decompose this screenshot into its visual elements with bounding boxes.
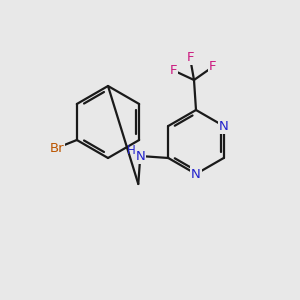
Text: N: N [135, 149, 145, 163]
Text: Br: Br [50, 142, 64, 154]
Text: F: F [169, 64, 177, 77]
Text: H: H [127, 143, 136, 157]
Text: F: F [209, 60, 217, 73]
Text: N: N [219, 119, 229, 133]
Text: F: F [186, 51, 194, 64]
Text: N: N [191, 167, 201, 181]
